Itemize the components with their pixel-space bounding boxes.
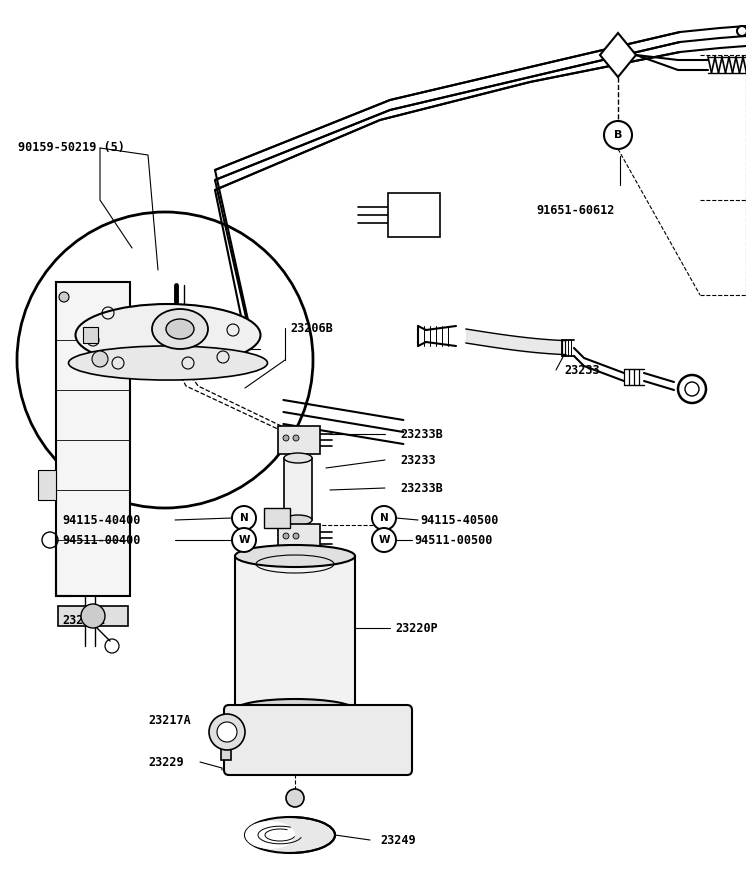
Circle shape [81,604,105,628]
Ellipse shape [235,699,355,721]
FancyBboxPatch shape [224,705,412,775]
Text: 23233: 23233 [400,454,436,467]
Text: N: N [380,513,389,523]
Circle shape [217,722,237,742]
Circle shape [283,533,289,539]
Circle shape [678,375,706,403]
Text: W: W [238,535,250,545]
Circle shape [283,435,289,441]
Ellipse shape [166,319,194,339]
Text: 91651-60612: 91651-60612 [536,203,615,216]
Polygon shape [221,720,231,760]
Ellipse shape [235,545,355,567]
Circle shape [604,121,632,149]
Polygon shape [83,327,98,343]
Circle shape [286,789,304,807]
Polygon shape [388,193,440,237]
Ellipse shape [152,309,208,349]
Polygon shape [264,508,290,528]
Circle shape [232,506,256,530]
Circle shape [209,714,245,750]
Circle shape [737,26,746,36]
Text: 23233B: 23233B [400,482,442,494]
Ellipse shape [245,821,295,849]
Text: W: W [378,535,389,545]
Circle shape [293,435,299,441]
Text: 23233B: 23233B [400,427,442,441]
Text: 94511-00500: 94511-00500 [414,533,492,547]
Text: N: N [239,513,248,523]
Circle shape [232,528,256,552]
Text: 94511-00400: 94511-00400 [62,533,140,547]
Polygon shape [56,282,130,596]
Polygon shape [235,556,355,710]
Ellipse shape [284,515,312,525]
Ellipse shape [75,304,260,366]
Polygon shape [600,33,636,77]
Text: 23249: 23249 [380,833,416,846]
Circle shape [293,533,299,539]
Ellipse shape [284,453,312,463]
Ellipse shape [69,346,268,380]
Text: 23233: 23233 [564,364,600,377]
Polygon shape [278,524,320,552]
Text: B: B [614,130,622,140]
Polygon shape [284,458,312,520]
Text: 23220P: 23220P [395,621,438,634]
Text: 94115-40500: 94115-40500 [420,513,498,526]
Text: 23217A: 23217A [148,713,191,726]
Circle shape [372,528,396,552]
Text: 23229: 23229 [148,755,184,768]
Text: 94115-40400: 94115-40400 [62,513,140,526]
Polygon shape [38,470,56,500]
Circle shape [59,292,69,302]
Text: 23206A: 23206A [62,613,104,626]
Polygon shape [58,606,128,626]
Text: 90159-50219 (5): 90159-50219 (5) [18,142,125,154]
Circle shape [92,351,108,367]
Ellipse shape [245,817,335,853]
Circle shape [372,506,396,530]
Polygon shape [278,426,320,454]
Text: 23206B: 23206B [290,321,333,335]
